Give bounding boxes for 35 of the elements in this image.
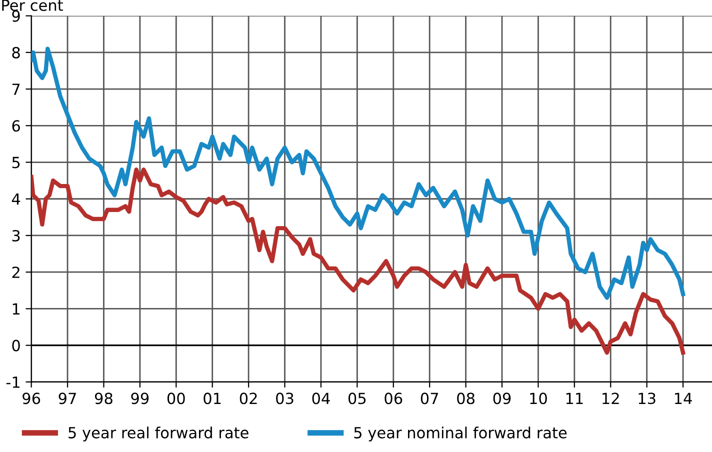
x-tick-label: 96: [22, 392, 40, 404]
x-tick-label: 98: [94, 392, 112, 404]
y-tick-label: 7: [12, 84, 20, 95]
x-tick-label: 10: [530, 392, 547, 404]
y-axis-title: Per cent: [2, 0, 63, 12]
x-tick-label: 99: [131, 392, 149, 404]
y-tick-label: -1: [6, 376, 20, 388]
x-tick-label: 00: [167, 392, 185, 404]
y-tick-label: 8: [12, 46, 20, 58]
x-tick-label: 97: [58, 392, 76, 404]
y-tick-label: 0: [12, 340, 20, 352]
x-tick-label: 03: [276, 392, 294, 404]
y-tick-label: 3: [12, 230, 20, 242]
x-tick-label: 12: [602, 392, 619, 404]
x-tick-label: 06: [384, 392, 402, 404]
y-tick-label: 2: [12, 266, 20, 278]
x-tick-label: 04: [312, 392, 330, 404]
y-tick-label: 9: [12, 10, 20, 22]
y-tick-label: 4: [12, 194, 20, 205]
x-tick-label: 11: [566, 392, 583, 404]
x-tick-label: 02: [240, 392, 257, 404]
y-tick-label: 5: [12, 156, 20, 168]
legend-label: 5 year nominal forward rate: [354, 426, 567, 442]
x-tick-label: 07: [420, 392, 438, 404]
x-tick-label: 08: [457, 392, 474, 404]
x-tick-label: 05: [348, 392, 366, 404]
y-tick-label: 6: [12, 120, 20, 132]
y-tick-label: 1: [12, 303, 20, 315]
x-tick-label: 13: [638, 392, 656, 404]
x-tick-label: 09: [493, 392, 511, 404]
line-series: [31, 168, 686, 355]
x-tick-label: 14: [674, 392, 692, 404]
x-tick-label: 01: [204, 392, 221, 404]
legend-label: 5 year real forward rate: [68, 426, 248, 442]
line-series: [31, 46, 686, 300]
